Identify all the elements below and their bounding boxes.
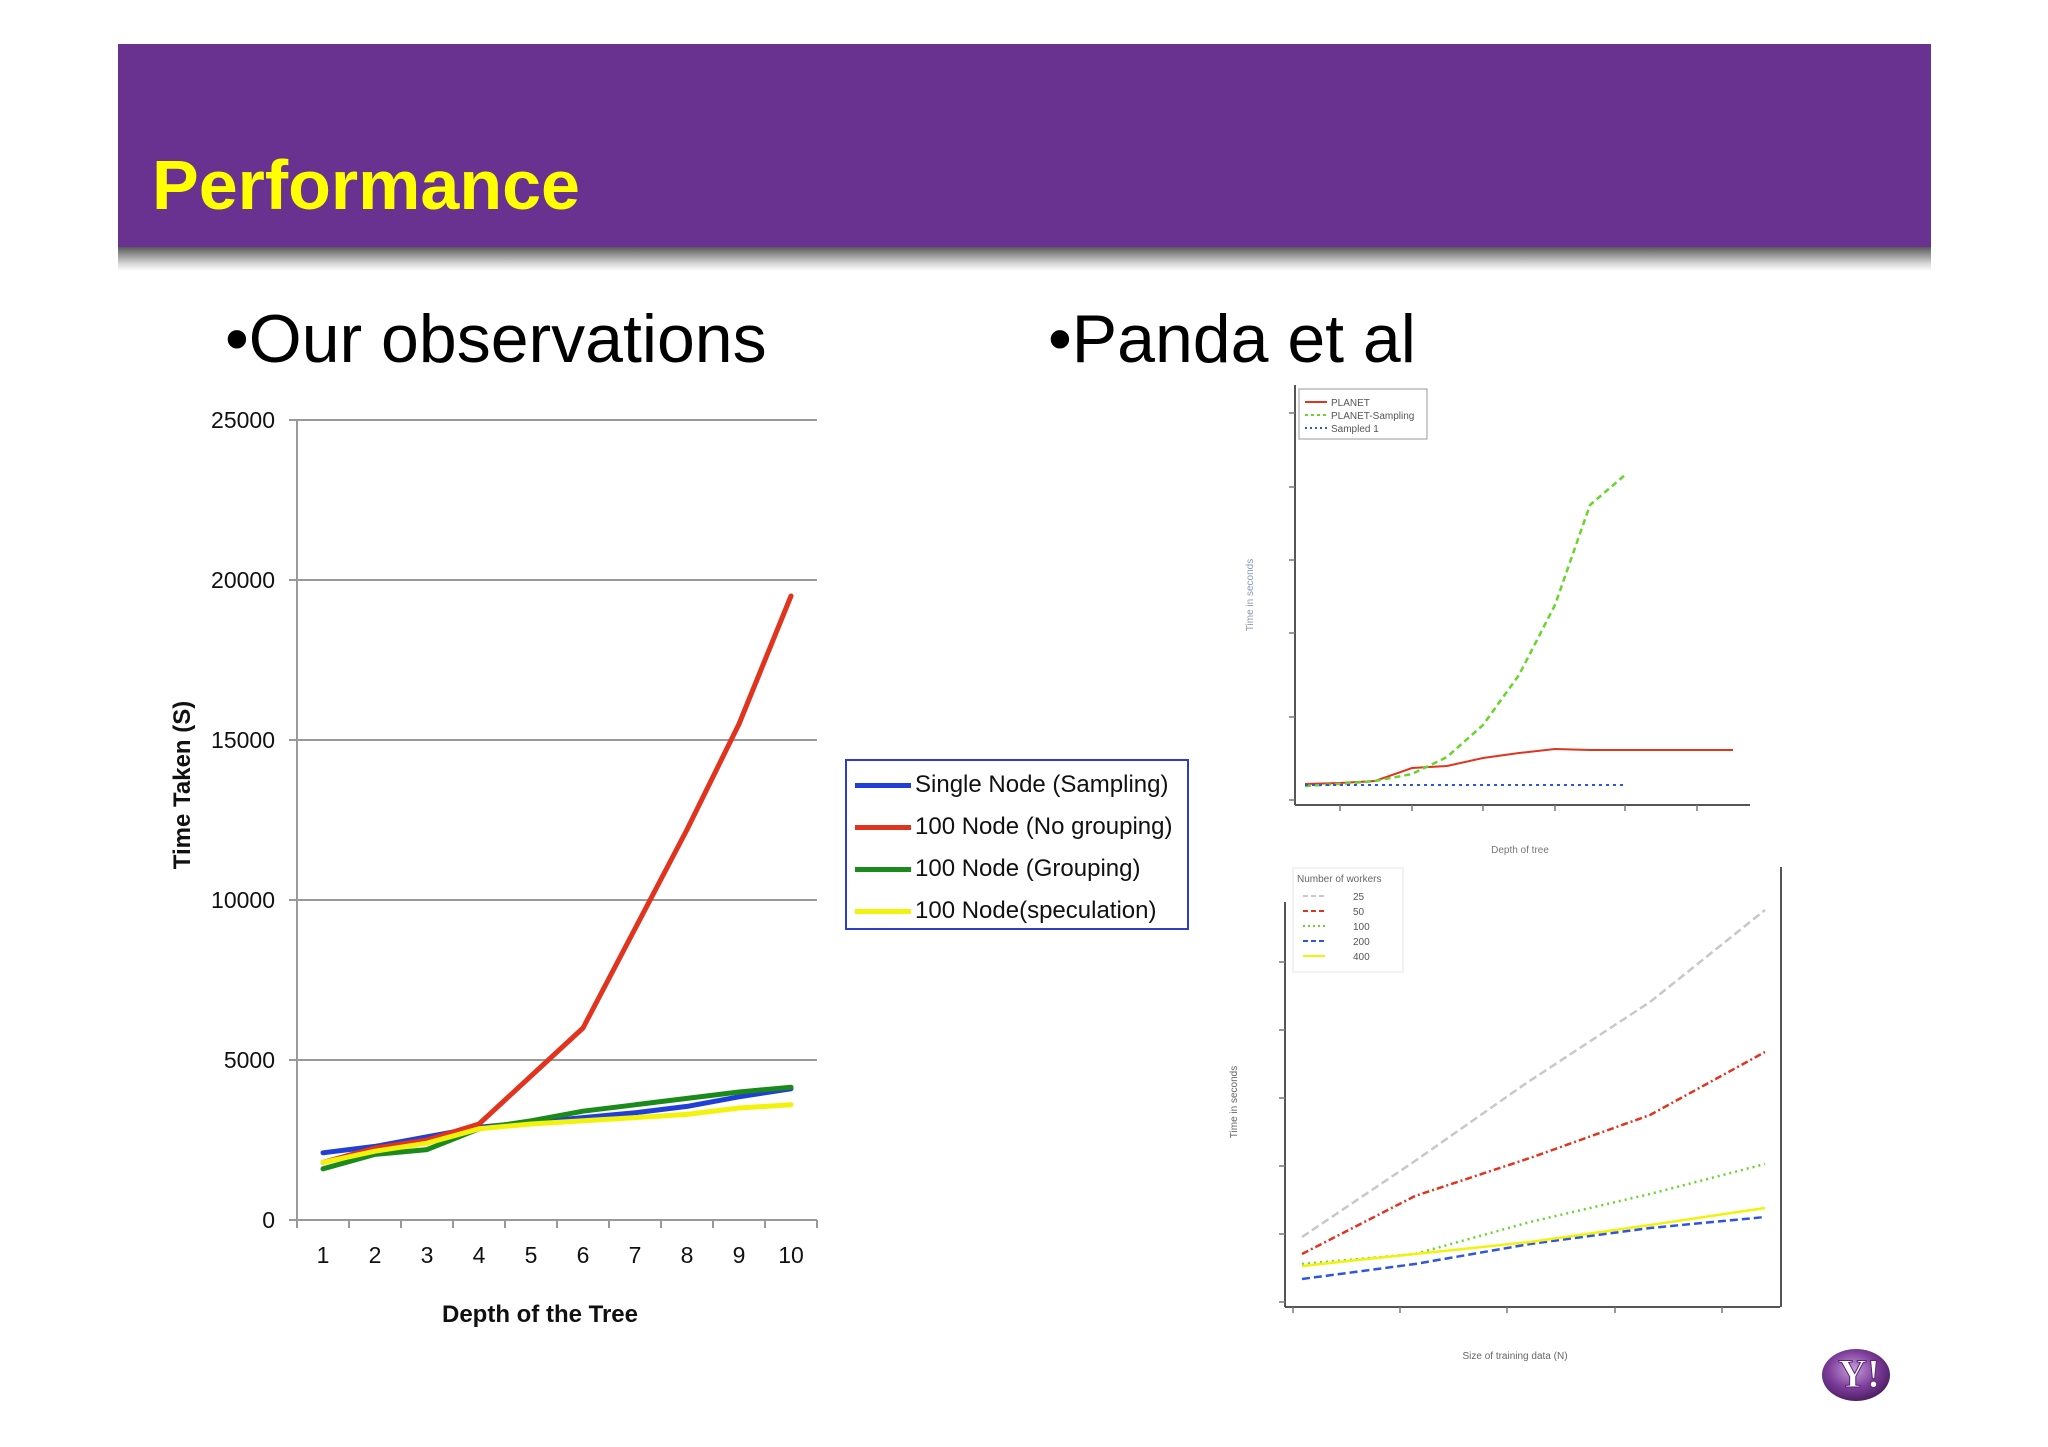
x-tick-label: 1 <box>317 1242 330 1268</box>
figure-series-planet <box>1304 747 1733 785</box>
figure-series-planet-sampling <box>1304 474 1626 788</box>
legend-item-speculation: 100 Node(speculation) <box>855 891 1157 931</box>
series-line-100-node-no-grouping- <box>320 593 794 1165</box>
title-banner-shadow <box>118 247 1931 271</box>
legend-swatch <box>855 908 911 914</box>
x-tick-label: 4 <box>473 1242 486 1268</box>
figure-x-label: Depth of tree <box>1491 845 1549 856</box>
figure-legend-label: 50 <box>1353 907 1365 918</box>
legend-label: Single Node (Sampling) <box>915 771 1169 798</box>
figure-y-label: Time in seconds <box>1245 559 1256 631</box>
figure-legend: PLANET PLANET-Sampling Sampled 1 <box>1298 388 1428 440</box>
y-tick-label: 0 <box>262 1207 275 1233</box>
x-axis-label: Depth of the Tree <box>442 1301 638 1328</box>
series-lines <box>320 593 794 1172</box>
logo-text: Y! <box>1838 1351 1880 1396</box>
axes <box>289 419 818 1228</box>
figure-y-label: Time in seconds <box>1229 1066 1240 1138</box>
figure-legend: Number of workers 25 50 100 200 400 <box>1292 867 1404 973</box>
title-banner <box>118 44 1931 247</box>
series-line-100-node-grouping- <box>320 1084 794 1172</box>
figure-series-25 <box>1301 909 1766 1239</box>
legend-item-no-grouping: 100 Node (No grouping) <box>855 807 1173 847</box>
figure-legend-label: Sampled 1 <box>1331 424 1379 435</box>
yahoo-logo: Y! <box>1822 1349 1890 1401</box>
x-tick-label: 2 <box>369 1242 382 1268</box>
x-tick-label: 9 <box>733 1242 746 1268</box>
x-tick-label: 10 <box>778 1242 804 1268</box>
figure-x-label: Size of training data (N) <box>1462 1351 1567 1362</box>
series-line-100-node-speculation- <box>320 1102 794 1165</box>
legend-label: 100 Node (No grouping) <box>915 813 1173 840</box>
figure-legend-label: 25 <box>1353 892 1365 903</box>
y-tick-label: 5000 <box>224 1047 275 1073</box>
legend-swatch <box>855 782 911 788</box>
y-tick-label: 25000 <box>211 407 275 433</box>
y-tick-label: 10000 <box>211 887 275 913</box>
figure-legend-label: PLANET <box>1331 398 1370 409</box>
figure-series-100 <box>1301 1162 1766 1266</box>
panda-figure-depth: Time in seconds Depth of tree PLANET PLA… <box>1235 375 1755 865</box>
legend-label: 100 Node (Grouping) <box>915 855 1141 882</box>
legend-item-grouping: 100 Node (Grouping) <box>855 849 1140 889</box>
tick-labels: 0 5000 10000 15000 20000 25000 1 2 3 4 5 6 7 8 9 10 <box>211 407 804 1268</box>
legend-swatch <box>855 824 911 830</box>
slide-title: Performance <box>152 146 580 224</box>
figure-series-400 <box>1301 1206 1766 1268</box>
figure-legend-label: PLANET-Sampling <box>1331 411 1414 422</box>
figure-legend-label: 200 <box>1353 937 1370 948</box>
legend-item-single-node: Single Node (Sampling) <box>855 765 1168 805</box>
legend-swatch <box>855 866 911 872</box>
figure-legend-label: 100 <box>1353 922 1370 933</box>
y-tick-label: 15000 <box>211 727 275 753</box>
grid-lines <box>297 419 817 1061</box>
y-axis-label: Time Taken (S) <box>169 701 196 870</box>
figure-legend-label: 400 <box>1353 952 1370 963</box>
bullet-panda-et-al: •Panda et al <box>1048 301 1416 377</box>
y-tick-label: 20000 <box>211 567 275 593</box>
legend-label: 100 Node(speculation) <box>915 897 1157 924</box>
x-tick-label: 7 <box>629 1242 642 1268</box>
main-line-chart: 0 5000 10000 15000 20000 25000 1 2 3 4 5 6 7 8 9 10 Dep… <box>169 407 818 1328</box>
bullet-our-observations: •Our observations <box>225 301 767 377</box>
x-tick-label: 8 <box>681 1242 694 1268</box>
panda-figure-workers: Time in seconds Size of training data (N… <box>1225 862 1785 1372</box>
x-tick-label: 3 <box>421 1242 434 1268</box>
x-tick-label: 6 <box>577 1242 590 1268</box>
figure-legend-title: Number of workers <box>1297 874 1381 885</box>
chart-legend: Single Node (Sampling) 100 Node (No grou… <box>845 759 1189 930</box>
figure-series-200 <box>1301 1215 1766 1281</box>
x-tick-label: 5 <box>525 1242 538 1268</box>
